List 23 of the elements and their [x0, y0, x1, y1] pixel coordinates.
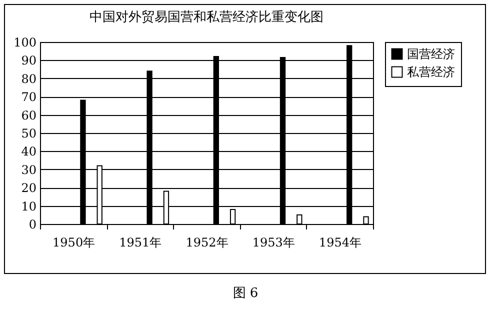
- x-tick-label: 1951年: [119, 236, 162, 250]
- y-tick-label: 70: [21, 90, 36, 104]
- y-tick-label: 100: [14, 36, 36, 50]
- chart-title: 中国对外贸易国营和私营经济比重变化图: [90, 10, 324, 25]
- y-tick-label: 0: [28, 218, 36, 232]
- legend-label: 私营经济: [407, 65, 455, 79]
- y-tick-label: 60: [21, 108, 36, 122]
- y-tick-label: 80: [21, 72, 36, 86]
- y-tick-label: 30: [21, 162, 36, 177]
- bar: [230, 208, 236, 224]
- y-tick-label: 10: [21, 199, 36, 214]
- x-tick-label: 1950年: [52, 236, 96, 250]
- x-tick-label: 1953年: [252, 236, 295, 250]
- caption: 图 6: [232, 285, 260, 302]
- x-tick-label: 1952年: [186, 236, 228, 250]
- y-tick-label: 40: [21, 144, 36, 159]
- bar: [296, 214, 302, 224]
- x-tick-label: 1954年: [318, 236, 362, 250]
- legend-label: 国营经济: [407, 47, 455, 61]
- bar: [363, 216, 369, 224]
- y-tick-label: 90: [21, 54, 36, 68]
- y-tick-label: 20: [21, 181, 36, 196]
- y-tick-label: 50: [21, 126, 36, 140]
